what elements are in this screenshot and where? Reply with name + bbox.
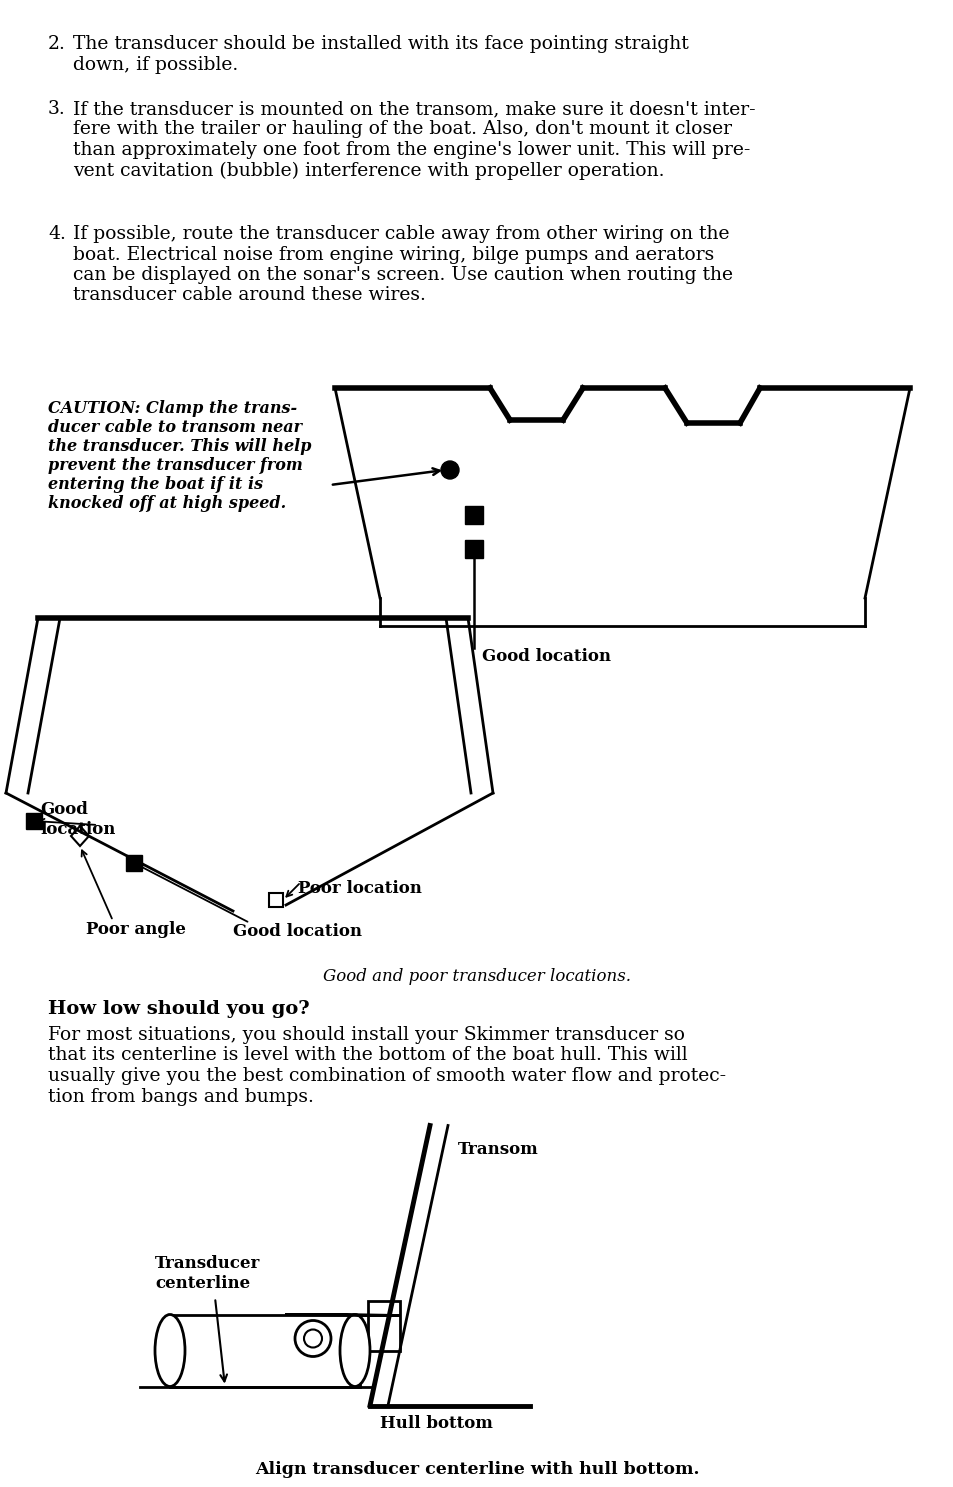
Ellipse shape	[339, 1315, 370, 1386]
Bar	[464, 506, 482, 523]
Text: How low should you go?: How low should you go?	[48, 999, 310, 1019]
Text: The transducer should be installed with its face pointing straight: The transducer should be installed with …	[73, 36, 688, 54]
Text: can be displayed on the sonar's screen. Use caution when routing the: can be displayed on the sonar's screen. …	[73, 266, 732, 284]
Text: that its centerline is level with the bottom of the boat hull. This will: that its centerline is level with the bo…	[48, 1047, 687, 1065]
Text: If the transducer is mounted on the transom, make sure it doesn't inter-: If the transducer is mounted on the tran…	[73, 100, 755, 117]
Text: If possible, route the transducer cable away from other wiring on the: If possible, route the transducer cable …	[73, 225, 729, 242]
Text: CAUTION: Clamp the trans-: CAUTION: Clamp the trans-	[48, 400, 296, 416]
Text: transducer cable around these wires.: transducer cable around these wires.	[73, 287, 425, 305]
Text: For most situations, you should install your Skimmer transducer so: For most situations, you should install …	[48, 1026, 684, 1044]
Text: Poor location: Poor location	[297, 880, 421, 897]
Bar	[170, 1315, 359, 1386]
Text: Poor angle: Poor angle	[86, 920, 186, 938]
Bar	[126, 855, 142, 871]
Text: entering the boat if it is: entering the boat if it is	[48, 476, 263, 494]
Text: than approximately one foot from the engine's lower unit. This will pre-: than approximately one foot from the eng…	[73, 141, 750, 159]
Text: ducer cable to transom near: ducer cable to transom near	[48, 419, 302, 436]
Text: the transducer. This will help: the transducer. This will help	[48, 439, 312, 455]
Text: usually give you the best combination of smooth water flow and protec-: usually give you the best combination of…	[48, 1068, 725, 1086]
Text: down, if possible.: down, if possible.	[73, 55, 238, 73]
Text: Align transducer centerline with hull bottom.: Align transducer centerline with hull bo…	[254, 1460, 699, 1478]
Text: vent cavitation (bubble) interference with propeller operation.: vent cavitation (bubble) interference wi…	[73, 162, 664, 180]
Circle shape	[294, 1320, 331, 1356]
Text: boat. Electrical noise from engine wiring, bilge pumps and aerators: boat. Electrical noise from engine wirin…	[73, 245, 714, 263]
Text: Transducer
centerline: Transducer centerline	[154, 1255, 260, 1292]
Text: knocked off at high speed.: knocked off at high speed.	[48, 495, 286, 512]
Text: Transom: Transom	[457, 1141, 538, 1157]
Text: 4.: 4.	[48, 225, 66, 242]
Text: Hull bottom: Hull bottom	[379, 1416, 493, 1432]
Circle shape	[440, 461, 458, 479]
Bar	[26, 813, 42, 828]
Text: tion from bangs and bumps.: tion from bangs and bumps.	[48, 1087, 314, 1105]
Ellipse shape	[154, 1315, 185, 1386]
Circle shape	[304, 1329, 322, 1347]
Text: 3.: 3.	[48, 100, 66, 117]
Text: Good and poor transducer locations.: Good and poor transducer locations.	[323, 968, 630, 984]
Bar	[464, 540, 482, 558]
Text: Good location: Good location	[481, 648, 610, 665]
Bar	[269, 894, 283, 907]
Text: Good location: Good location	[233, 923, 361, 940]
Text: 2.: 2.	[48, 36, 66, 54]
Text: fere with the trailer or hauling of the boat. Also, don't mount it closer: fere with the trailer or hauling of the …	[73, 120, 731, 138]
Bar	[368, 1301, 399, 1350]
Text: Good
location: Good location	[40, 801, 115, 837]
Polygon shape	[71, 825, 89, 846]
Text: prevent the transducer from: prevent the transducer from	[48, 457, 302, 474]
